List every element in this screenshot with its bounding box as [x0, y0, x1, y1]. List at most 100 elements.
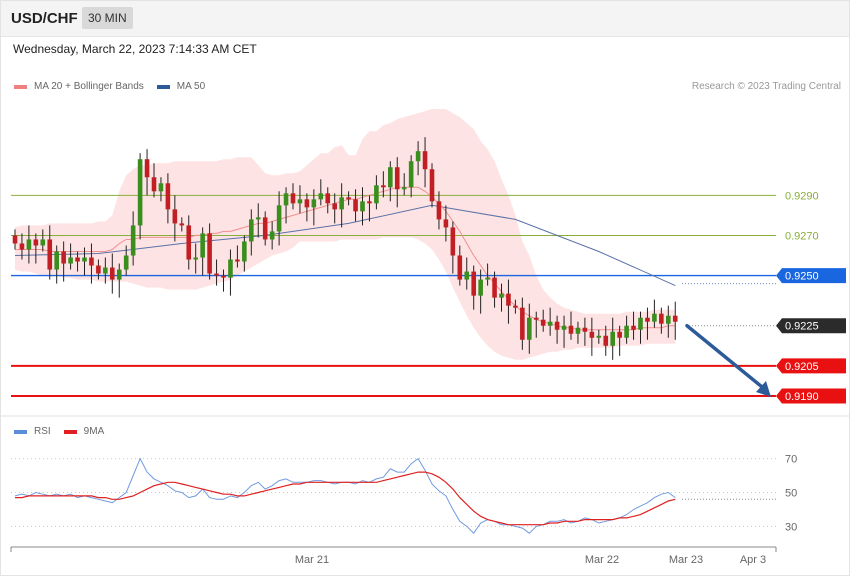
candle-body [123, 255, 129, 270]
candle-body [617, 331, 622, 338]
rsi-line [14, 457, 676, 534]
candle-body [304, 199, 310, 208]
candles [12, 137, 678, 360]
level-label-0.9290: 0.9290 [785, 190, 819, 202]
candle-body [464, 271, 470, 280]
x-tick-label: Mar 22 [585, 554, 619, 566]
candle-body [610, 331, 615, 346]
candle-body [415, 151, 421, 162]
level-label-0.9250: 0.9250 [785, 271, 819, 283]
candle-body [422, 151, 428, 170]
rsi-legend: RSI 9MA [14, 426, 104, 437]
candle-body [575, 327, 581, 334]
candle-body [332, 203, 337, 210]
candle-body [130, 225, 136, 256]
candle-body [485, 277, 490, 280]
candle-body [394, 167, 400, 190]
candle-body [520, 307, 525, 340]
candle-body [408, 161, 414, 188]
candle-body [346, 197, 351, 200]
bollinger-band [15, 109, 676, 360]
candle-body [89, 257, 94, 266]
rsi-legend-label: RSI [34, 426, 51, 437]
ma20-legend-label: MA 20 + Bollinger Bands [34, 81, 144, 92]
level-label-0.9270: 0.9270 [785, 230, 819, 242]
ma20-legend-swatch [14, 84, 27, 89]
candle-body [506, 293, 511, 306]
candle-body [33, 239, 39, 246]
candle-body [255, 217, 261, 220]
x-tick-label: Apr 3 [740, 554, 766, 566]
ma50-legend-swatch [156, 84, 170, 89]
candle-body [603, 335, 609, 346]
candle-body [582, 327, 588, 332]
candle-body [492, 277, 497, 298]
candle-body [450, 227, 456, 256]
candle-body [75, 257, 80, 262]
candle-body [228, 259, 233, 278]
level-label-0.9225: 0.9225 [785, 321, 819, 333]
top-bar: USD/CHF 30 MIN [0, 0, 850, 37]
candle-body [151, 177, 157, 192]
candle-body [443, 219, 449, 228]
candle-body [200, 233, 205, 258]
candle-body [666, 315, 671, 324]
candle-body [672, 315, 678, 322]
timestamp: Wednesday, March 22, 2023 7:14:33 AM CET [13, 42, 257, 56]
candle-body [339, 197, 344, 210]
candle-body [269, 231, 275, 240]
candle-body [68, 257, 73, 264]
candle-body [540, 319, 546, 326]
candle-body [116, 269, 122, 280]
candle-body [186, 225, 192, 260]
candle-body [659, 313, 664, 324]
candle-body [214, 273, 219, 276]
candle-body [388, 167, 393, 188]
candle-body [360, 201, 365, 212]
level-tag-0.9250 [776, 268, 846, 284]
main-legend: MA 20 + Bollinger Bands MA 50 [14, 81, 205, 92]
candle-body [47, 239, 53, 270]
candle-body [290, 193, 296, 204]
level-tag-0.9190 [776, 388, 846, 404]
level-tag-0.9205 [776, 358, 846, 374]
candle-body [533, 317, 539, 320]
copyright: Research © 2023 Trading Central [691, 81, 841, 92]
candle-body [652, 313, 657, 322]
candle-body [513, 305, 518, 308]
level-label-0.9205: 0.9205 [785, 361, 819, 373]
candle-body [499, 293, 504, 298]
candle-body [54, 251, 59, 270]
candle-body [631, 325, 636, 330]
candle-body [568, 325, 574, 334]
candle-body [381, 185, 386, 188]
candle-body [96, 265, 101, 274]
candle-body [12, 235, 18, 244]
candle-body [374, 185, 379, 204]
rsi-level-label-30: 30 [785, 521, 797, 533]
candle-body [221, 275, 226, 278]
candle-body [40, 239, 46, 246]
candle-body [172, 209, 178, 224]
candle-body [318, 193, 324, 200]
candle-body [207, 233, 212, 274]
rsi-ma-line [15, 471, 676, 526]
candle-body [554, 321, 560, 330]
rsi-legend-swatch [14, 429, 27, 434]
timeframe-badge[interactable]: 30 MIN [82, 7, 133, 29]
candle-body [26, 239, 32, 250]
ma50-legend-label: MA 50 [176, 81, 206, 92]
candle-body [103, 267, 108, 274]
rsi-level-label-50: 50 [785, 488, 797, 500]
x-tick-label: Mar 21 [295, 554, 329, 566]
candle-body [179, 223, 185, 226]
candle-body [262, 217, 268, 240]
candle-body [311, 199, 317, 208]
candle-body [527, 317, 532, 340]
candle-body [110, 267, 115, 280]
level-tag-0.9225 [776, 318, 846, 334]
candle-body [471, 271, 476, 296]
candle-body [429, 169, 435, 202]
candle-body [144, 159, 150, 178]
